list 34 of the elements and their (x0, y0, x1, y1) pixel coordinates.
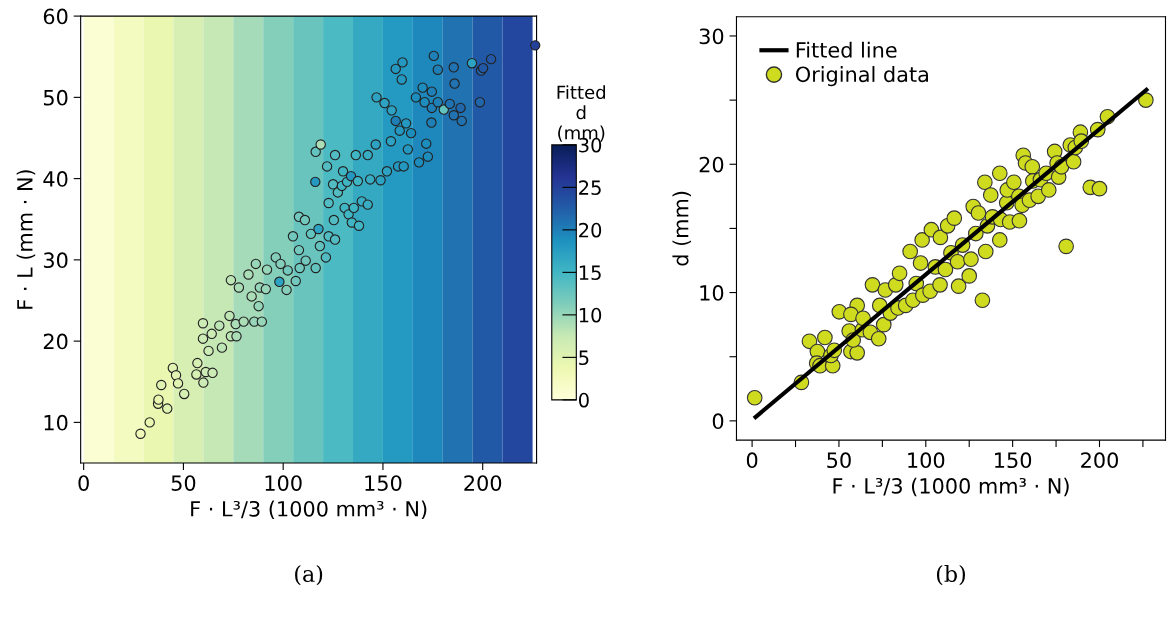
text: (b) (936, 564, 966, 586)
x-tick-label: 50 (827, 452, 851, 469)
color-bar-label: 15 (579, 265, 601, 281)
x-tick-label: 100 (908, 452, 945, 469)
y-tick-label: 50 (43, 89, 68, 106)
color-bar-label: 20 (579, 222, 602, 238)
legend-label: Original data (795, 66, 928, 87)
y-tick-label: 20 (43, 333, 68, 350)
y-tick-label: 60 (43, 8, 68, 25)
text: (a) (295, 564, 323, 586)
y-tick-label: 40 (43, 171, 68, 187)
x-tick-label: 150 (365, 475, 402, 491)
x-tick-label: 150 (995, 452, 1032, 469)
x-tick-label: 200 (1081, 452, 1118, 469)
y-axis-title: d (mm) (672, 191, 692, 266)
color-bar-label: 25 (579, 180, 601, 196)
x-tick-label: 0 (746, 452, 758, 469)
color-bar-label: 5 (579, 350, 589, 366)
x-tick-label: 0 (78, 475, 89, 491)
x-tick-label: 200 (464, 475, 502, 491)
y-axis-title: F · L (mm · N) (16, 170, 36, 309)
x-axis-title: F · L³/3 (1000 mm³ · N) (833, 477, 1069, 497)
y-tick-label: 30 (699, 28, 724, 45)
color-bar-label: 10 (579, 307, 602, 323)
x-tick-label: 100 (265, 475, 302, 491)
legend-label: Fitted line (796, 41, 897, 58)
x-axis-title: F · L³/3 (1000 mm³ · N) (191, 500, 427, 520)
x-tick-label: 50 (171, 475, 196, 491)
y-tick-label: 30 (43, 252, 68, 269)
y-tick-label: 10 (700, 285, 724, 301)
color-bar-label: 0 (578, 392, 589, 408)
y-tick-label: 0 (712, 413, 724, 430)
y-tick-label: 20 (699, 156, 724, 173)
y-tick-label: 10 (44, 414, 68, 431)
